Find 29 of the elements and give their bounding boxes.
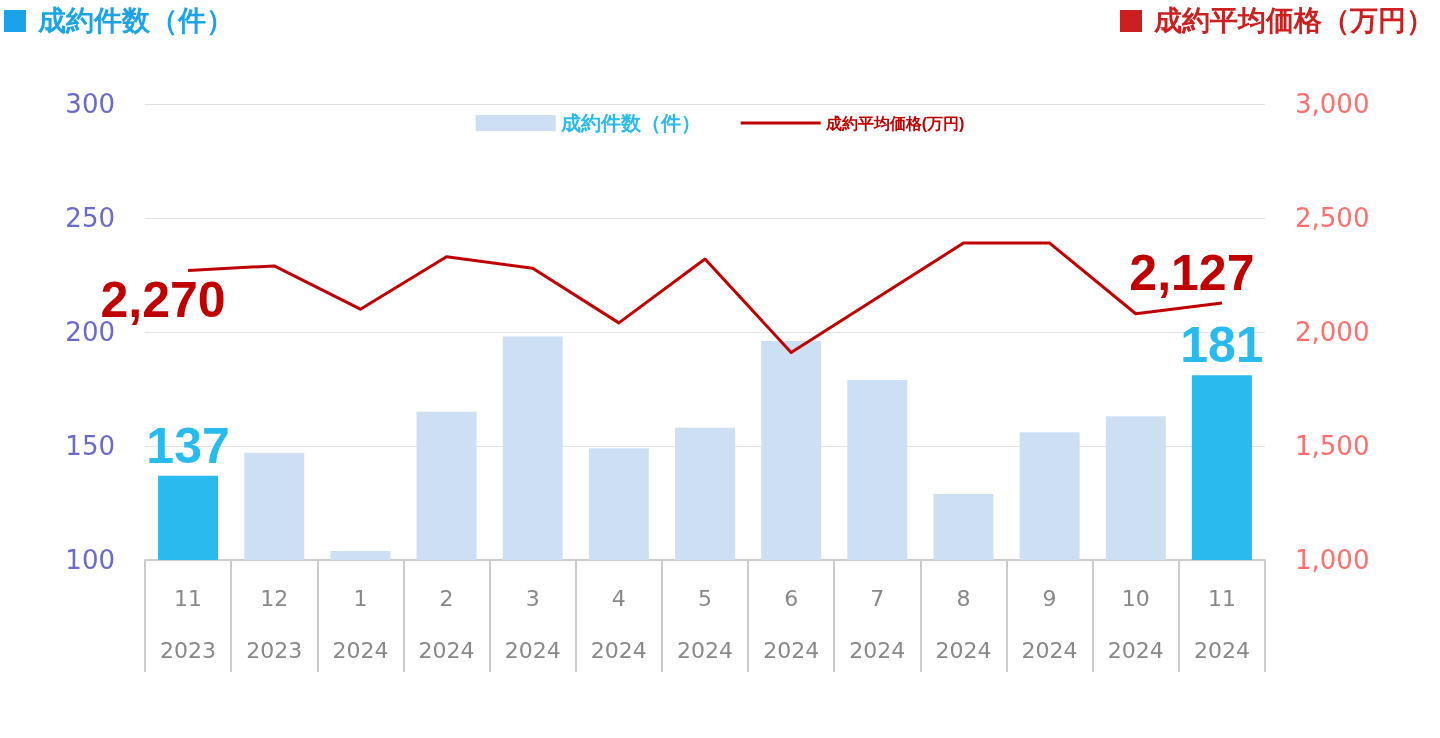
category-label: 6 2024 <box>763 585 820 663</box>
legend-label: 成約平均価格(万円) <box>824 114 965 132</box>
y2-tick-label: 2,000 <box>1295 317 1370 347</box>
y-tick-label: 300 <box>65 89 115 119</box>
data-label: 137 <box>146 417 230 474</box>
category-label: 11 2023 <box>160 585 217 663</box>
y2-axis-title: 成約平均価格（万円） <box>1154 3 1434 39</box>
legend-label: 成約件数（件） <box>559 112 701 134</box>
y2-tick-label: 2,500 <box>1295 203 1370 233</box>
category-label: 4 2024 <box>590 585 647 663</box>
category-label: 12 2023 <box>246 585 303 663</box>
data-label: 181 <box>1180 317 1264 374</box>
y-tick-label: 150 <box>65 431 115 461</box>
category-label: 9 2024 <box>1021 585 1078 663</box>
category-label: 2 2024 <box>418 585 475 663</box>
y-tick-label: 100 <box>65 545 115 575</box>
category-label: 10 2024 <box>1107 585 1164 663</box>
y-axis-title: 成約件数（件） <box>38 3 234 39</box>
y2-tick-label: 1,500 <box>1295 431 1370 461</box>
category-label: 8 2024 <box>935 585 992 663</box>
y-tick-label: 250 <box>65 203 115 233</box>
data-label: 2,127 <box>1129 245 1255 302</box>
category-label: 5 2024 <box>677 585 733 663</box>
y2-tick-label: 1,000 <box>1295 545 1370 575</box>
category-label: 11 2024 <box>1193 585 1250 663</box>
category-label: 3 2024 <box>504 585 561 663</box>
y2-tick-label: 3,000 <box>1295 89 1370 119</box>
category-label: 1 2024 <box>332 585 389 663</box>
category-label: 7 2024 <box>849 585 906 663</box>
